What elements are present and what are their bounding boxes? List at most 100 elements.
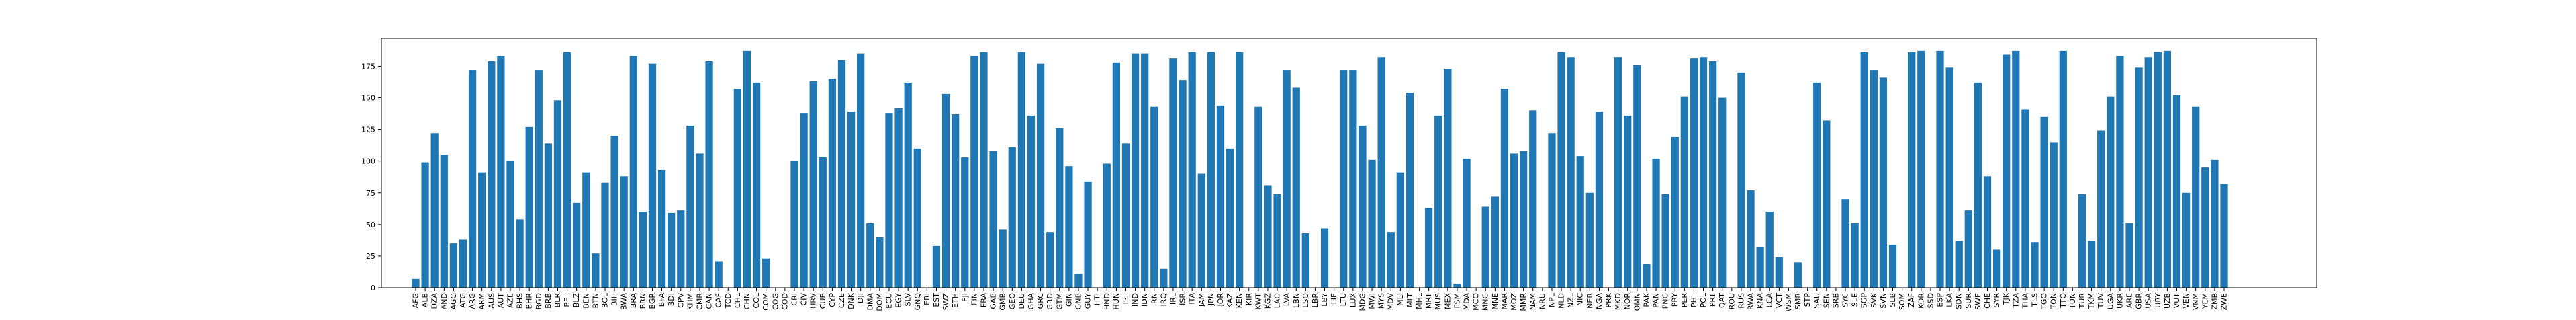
bar (440, 155, 448, 288)
bar (1652, 158, 1660, 288)
bar (1908, 52, 1916, 288)
bar (1131, 53, 1140, 288)
x-tick-label: SLV (904, 293, 913, 307)
bar (1945, 67, 1953, 288)
x-tick-label: SYR (1992, 293, 2001, 308)
x-tick-label: UZB (2163, 293, 2172, 309)
x-tick-label: SAU (1812, 293, 1821, 309)
x-tick-label: VEN (2182, 293, 2191, 309)
x-tick-label: ISL (1121, 292, 1130, 304)
bar (2192, 106, 2200, 288)
x-tick-label: PAN (1652, 293, 1661, 308)
x-tick-label: PRY (1671, 293, 1680, 307)
x-tick-label: COM (762, 293, 770, 311)
x-tick-label: BEL (563, 292, 571, 307)
bar (2135, 67, 2143, 288)
x-tick-label: PNG (1661, 293, 1670, 309)
y-tick-label: 50 (366, 221, 375, 229)
x-tick-label: LBR (1311, 293, 1320, 308)
x-tick-label: RUS (1737, 293, 1745, 309)
bar (1160, 268, 1168, 288)
x-tick-label: CZE (837, 293, 846, 308)
bar (999, 229, 1007, 288)
x-tick-label: UKR (2115, 293, 2124, 309)
bar (2144, 57, 2152, 288)
bar (952, 114, 960, 288)
bar (648, 63, 657, 288)
bar (553, 100, 562, 288)
x-tick-label: MKD (1614, 293, 1622, 310)
x-tick-label: MCO (1472, 293, 1481, 311)
x-tick-label: ROU (1727, 293, 1736, 309)
bar (1595, 112, 1604, 288)
bar (733, 89, 742, 288)
x-tick-label: MNE (1491, 293, 1500, 310)
x-tick-label: EST (932, 293, 941, 307)
x-tick-label: COG (771, 293, 780, 310)
bar (2201, 167, 2209, 288)
x-tick-label: BRA (629, 293, 638, 309)
bar (1614, 57, 1622, 288)
x-tick-label: SWE (1974, 293, 1982, 310)
x-tick-label: BIH (610, 293, 619, 306)
x-tick-label: SVK (1870, 292, 1878, 308)
bar (1860, 52, 1868, 288)
bar (1444, 69, 1452, 288)
bar (1823, 120, 1831, 288)
bar (1576, 156, 1584, 288)
bar (2163, 50, 2172, 288)
x-tick-label: MUS (1434, 293, 1442, 310)
x-tick-label: BOL (600, 292, 609, 308)
x-tick-label: ARE (2125, 293, 2134, 308)
x-tick-label: CYP (828, 293, 837, 307)
bar (904, 82, 912, 288)
x-tick-label: GIN (1064, 293, 1073, 307)
bar (1216, 105, 1225, 288)
bar (1661, 194, 1669, 288)
bar (1056, 128, 1064, 288)
x-tick-label: GNB (1074, 293, 1083, 309)
x-tick-label: BEN (582, 293, 590, 309)
x-tick-label: SRB (1831, 293, 1840, 308)
bar (2172, 95, 2181, 288)
y-tick-label: 0 (371, 284, 375, 292)
bar (1406, 92, 1414, 288)
x-tick-label: HRV (809, 293, 818, 309)
bar (1359, 125, 1367, 288)
x-tick-label: SWZ (941, 293, 950, 311)
bar (1188, 52, 1196, 288)
x-tick-label: AFG (412, 293, 420, 308)
x-tick-label: BFA (657, 293, 666, 307)
x-tick-label: SDN (1955, 293, 1964, 309)
bar (809, 81, 817, 288)
x-tick-label: WSM (1784, 293, 1793, 311)
x-tick-label: FRA (979, 293, 988, 308)
x-tick-label: TUR (2078, 293, 2086, 309)
x-tick-label: VCT (1775, 293, 1784, 308)
bar (544, 143, 553, 288)
x-tick-label: GUY (1084, 293, 1093, 309)
bar (989, 151, 997, 288)
x-tick-label: JAM (1197, 293, 1206, 307)
bar (1680, 96, 1688, 288)
x-tick-label: CPV (676, 293, 685, 308)
bar (1179, 80, 1187, 288)
x-tick-label: TON (2050, 293, 2058, 310)
bar (1983, 176, 1992, 288)
x-tick-label: ECU (884, 293, 893, 309)
x-tick-label: GRD (1046, 293, 1054, 310)
bar (1103, 163, 1111, 288)
bar (592, 253, 600, 288)
x-tick-label: VUT (2172, 293, 2181, 309)
x-tick-label: ARG (468, 293, 477, 309)
x-tick-label: NPL (1547, 292, 1556, 307)
bar (1377, 57, 1385, 288)
x-tick-label: MRT (1424, 293, 1433, 309)
bar (1481, 206, 1489, 288)
x-tick-label: LSO (1301, 293, 1310, 308)
x-tick-label: DNK (847, 292, 856, 309)
x-tick-label: CUB (819, 293, 827, 309)
bar (837, 60, 846, 288)
bar (828, 79, 837, 288)
